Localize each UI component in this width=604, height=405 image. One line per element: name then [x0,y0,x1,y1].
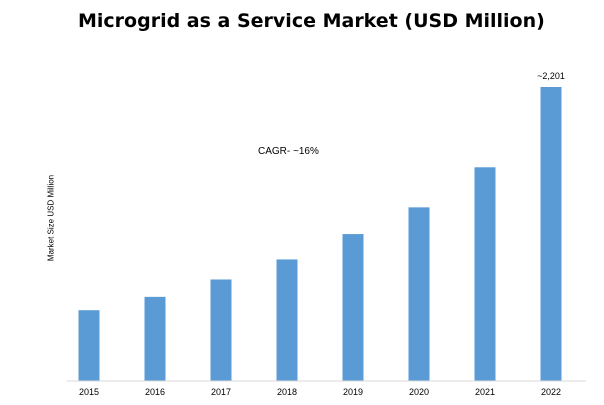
x-tick-label-2017: 2017 [211,387,231,397]
bar-2020 [408,207,430,381]
x-tick-label-2018: 2018 [277,387,297,397]
data-label-2022: ~2,201 [537,71,565,81]
x-tick-label-2022: 2022 [541,387,561,397]
bar-2016 [144,296,166,381]
bar-2019 [342,234,364,381]
bar-2022 [540,87,562,381]
x-tick-labels: 2015 2016 2017 2018 2019 2020 2021 2022 [79,387,561,397]
x-tick-label-2019: 2019 [343,387,363,397]
x-tick-label-2020: 2020 [409,387,429,397]
bar-2015 [78,310,100,381]
cagr-annotation: CAGR- ~16% [258,146,319,157]
bars-group [78,87,562,381]
chart-title: Microgrid as a Service Market (USD Milli… [78,10,545,32]
bar-2021 [474,167,496,381]
x-tick-label-2016: 2016 [145,387,165,397]
x-tick-label-2021: 2021 [475,387,495,397]
bar-2018 [276,259,298,381]
data-labels: ~2,201 [537,71,565,81]
bar-2017 [210,279,232,381]
x-tick-label-2015: 2015 [79,387,99,397]
